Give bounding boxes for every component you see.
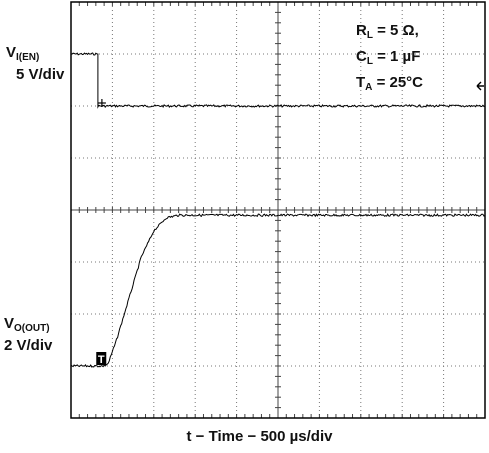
markers: T	[96, 81, 484, 366]
grid	[70, 1, 486, 419]
condition-rl: RL = 5 Ω,	[356, 22, 419, 41]
condition-ta: TA = 25°C	[356, 74, 424, 93]
channel2-label: VO(OUT) 2 V/div	[4, 315, 52, 354]
channel2-subscript: O(OUT)	[14, 323, 50, 334]
plot-frame	[70, 1, 486, 419]
channel2-symbol: V	[4, 315, 15, 332]
channel1-subscript: I(EN)	[16, 52, 40, 63]
reference-level-arrow	[476, 81, 484, 91]
channel1-label: VI(EN) 5 V/div	[6, 44, 64, 83]
trace-channel-2	[70, 213, 486, 368]
channel1-scale: 5 V/div	[16, 66, 65, 83]
condition-cl: CL = 1 µF	[356, 48, 421, 67]
traces	[70, 52, 486, 368]
trace-channel-1	[70, 52, 486, 109]
trigger-t-marker-label: T	[98, 354, 105, 366]
channel1-symbol: V	[6, 44, 17, 61]
x-axis-label: t − Time − 500 µs/div	[186, 428, 333, 445]
test-conditions: RL = 5 Ω, CL = 1 µF TA = 25°C	[356, 20, 423, 98]
trigger-t-marker	[96, 352, 107, 365]
channel2-scale: 2 V/div	[4, 337, 53, 354]
